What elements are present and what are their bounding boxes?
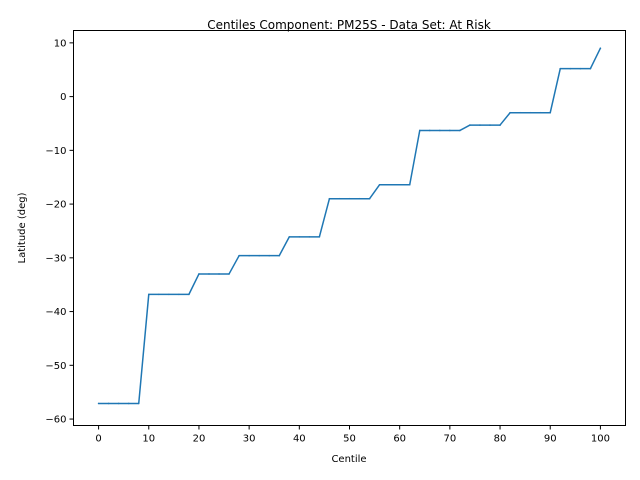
y-tick-label: −60 [45,415,66,426]
data-point [278,254,281,257]
data-point [499,124,501,126]
data-point [459,129,461,132]
data-point [358,197,361,200]
data-point [198,273,200,275]
y-tick-label: −20 [45,200,66,211]
x-tick-label: 70 [443,434,456,445]
data-point [268,254,271,257]
y-tick-label: −40 [45,307,66,318]
data-point [469,124,471,126]
data-point [218,273,220,275]
data-point [348,197,351,200]
x-tick-label: 50 [343,434,356,445]
data-point [439,129,441,132]
data-point [328,197,331,200]
x-tick-label: 40 [293,434,306,445]
x-tick-label: 60 [393,434,406,445]
data-point [388,183,391,186]
data-point [428,129,431,132]
x-tick-label: 100 [591,434,610,445]
data-point [318,236,321,238]
data-point [579,67,582,70]
axes-frame [73,30,626,426]
y-tick-label: −50 [45,361,66,372]
data-point [449,129,451,132]
axis-ticks: 0 10 20 30 40 50 60 70 80 90 100−60−50−40−30−20−10… [45,38,610,444]
data-point [127,402,130,405]
data-point [188,293,190,296]
x-tick-label: 10 [142,434,155,445]
data-point [208,273,210,275]
data-point [599,47,602,50]
data-point [539,111,541,114]
data-point [158,293,160,296]
data-point [338,197,341,200]
data-point [137,402,140,405]
data-point [288,236,291,238]
data-point [589,67,592,70]
data-point [408,183,411,186]
data-point [398,183,401,186]
data-point [368,197,371,200]
data-point [569,67,572,70]
data-point [248,254,250,257]
data-point [97,402,100,405]
data-point [549,111,552,114]
data-point [418,129,421,132]
data-point [378,183,381,186]
x-axis-label: Centile [331,454,366,465]
data-point [107,402,110,405]
data-point [509,111,511,114]
plot-area [97,47,602,405]
data-point [258,254,260,257]
y-axis-label: Latitude (deg) [17,192,28,263]
data-point [178,293,180,296]
data-point [519,111,521,114]
series-line [98,47,602,405]
data-point [117,402,120,405]
data-point [559,67,562,70]
y-tick-label: −30 [45,253,66,264]
data-point [238,254,240,257]
data-point [298,236,301,238]
data-point [308,236,311,238]
y-tick-label: 0 [60,92,66,103]
x-tick-label: 20 [193,434,206,445]
data-point [489,124,491,126]
y-tick-label: −10 [45,146,66,157]
data-point [168,293,170,296]
x-tick-label: 0 [95,434,101,445]
data-point [228,273,230,275]
data-point [479,124,481,126]
data-point [147,293,150,296]
x-tick-label: 80 [494,434,507,445]
x-tick-label: 90 [544,434,557,445]
x-tick-label: 30 [243,434,256,445]
data-point [529,111,531,114]
y-tick-label: 10 [54,38,67,49]
chart-title: Centiles Component: PM25S - Data Set: At… [207,18,491,32]
